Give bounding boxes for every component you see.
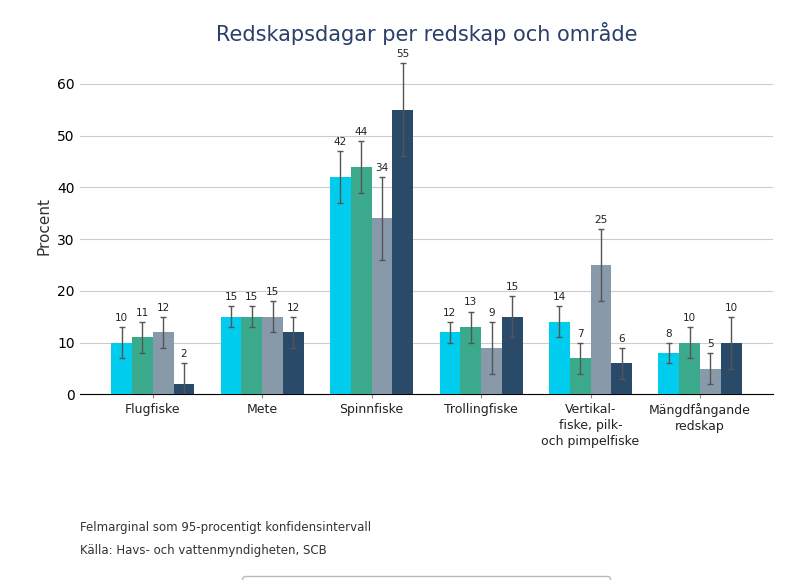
Legend: Hela inlandet, Götaland/Svealand, Norrland, Stora sjöarna: Hela inlandet, Götaland/Svealand, Norrla…	[242, 577, 611, 580]
Title: Redskapsdagar per redskap och område: Redskapsdagar per redskap och område	[216, 23, 637, 45]
Text: 9: 9	[489, 308, 495, 318]
Bar	[679, 343, 700, 394]
Text: 15: 15	[245, 292, 258, 302]
Text: 7: 7	[577, 328, 583, 339]
Text: 8: 8	[665, 328, 672, 339]
Text: 15: 15	[266, 287, 279, 297]
Text: 42: 42	[334, 137, 347, 147]
Text: 15: 15	[505, 282, 519, 292]
Bar	[283, 332, 304, 394]
Bar	[221, 317, 241, 394]
Bar	[502, 317, 523, 394]
Text: 12: 12	[287, 303, 300, 313]
Text: 14: 14	[553, 292, 566, 302]
Text: 34: 34	[375, 163, 389, 173]
Text: 10: 10	[115, 313, 128, 323]
Bar	[112, 343, 132, 394]
Bar	[549, 322, 570, 394]
Bar	[700, 368, 720, 394]
Bar	[392, 110, 414, 394]
Text: 6: 6	[618, 334, 625, 344]
Bar	[262, 317, 283, 394]
Text: 13: 13	[464, 298, 477, 307]
Text: 15: 15	[225, 292, 238, 302]
Bar	[439, 332, 461, 394]
Bar	[481, 348, 502, 394]
Text: 44: 44	[355, 126, 368, 137]
Bar	[720, 343, 741, 394]
Bar	[330, 177, 351, 394]
Text: 12: 12	[156, 303, 170, 313]
Bar	[611, 363, 632, 394]
Bar	[241, 317, 262, 394]
Text: 10: 10	[724, 303, 738, 313]
Text: 10: 10	[683, 313, 696, 323]
Text: Källa: Havs- och vattenmyndigheten, SCB: Källa: Havs- och vattenmyndigheten, SCB	[80, 544, 327, 557]
Bar	[132, 338, 153, 394]
Bar	[371, 219, 392, 394]
Text: 2: 2	[181, 349, 187, 359]
Bar	[351, 166, 371, 394]
Bar	[658, 353, 679, 394]
Text: 11: 11	[135, 308, 149, 318]
Text: 5: 5	[707, 339, 713, 349]
Text: 25: 25	[595, 215, 607, 224]
Text: Felmarginal som 95-procentigt konfidensintervall: Felmarginal som 95-procentigt konfidensi…	[80, 521, 371, 534]
Bar	[174, 384, 194, 394]
Y-axis label: Procent: Procent	[37, 197, 52, 255]
Text: 12: 12	[443, 308, 457, 318]
Bar	[570, 358, 591, 394]
Bar	[461, 327, 481, 394]
Bar	[591, 265, 611, 394]
Text: 55: 55	[396, 49, 410, 59]
Bar	[153, 332, 174, 394]
